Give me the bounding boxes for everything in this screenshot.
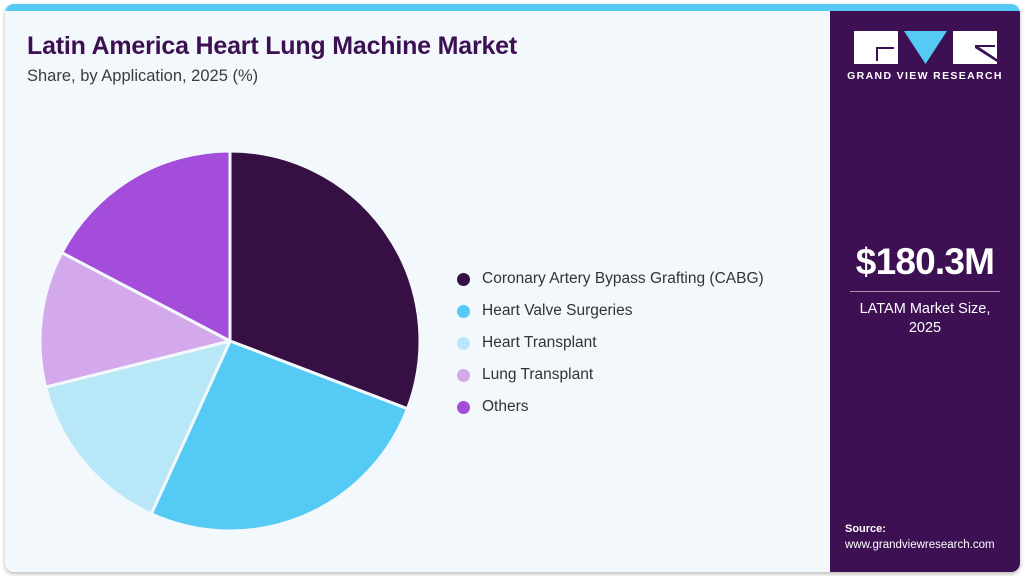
- legend-item-label: Heart Transplant: [482, 334, 597, 351]
- brand-panel: GRAND VIEW RESEARCH $180.3M LATAM Market…: [830, 11, 1020, 572]
- pie-slice[interactable]: [60, 149, 232, 343]
- legend-item[interactable]: Others: [457, 391, 817, 423]
- pie-slice[interactable]: [44, 339, 232, 516]
- legend-item-label: Coronary Artery Bypass Grafting (CABG): [482, 270, 764, 287]
- legend-swatch-icon: [457, 336, 470, 350]
- pie-slice[interactable]: [149, 339, 410, 533]
- chart-legend: Coronary Artery Bypass Grafting (CABG) He…: [457, 263, 817, 423]
- pie-slice[interactable]: [228, 149, 422, 411]
- legend-swatch-icon: [457, 400, 470, 414]
- page-subtitle: Share, by Application, 2025 (%): [27, 67, 259, 85]
- gvr-logo-icon: [853, 31, 997, 64]
- page-title: Latin America Heart Lung Machine Market: [27, 32, 518, 60]
- legend-item[interactable]: Heart Transplant: [457, 327, 817, 359]
- legend-swatch-icon: [457, 304, 470, 318]
- source-label: Source:: [845, 522, 886, 535]
- legend-item[interactable]: Heart Valve Surgeries: [457, 295, 817, 327]
- market-size-value: $180.3M: [855, 241, 995, 282]
- market-size-callout: $180.3M LATAM Market Size, 2025: [830, 241, 1020, 339]
- source-url[interactable]: www.grandviewresearch.com: [845, 539, 995, 552]
- legend-swatch-icon: [457, 272, 470, 286]
- source-block: Source: www.grandviewresearch.com: [845, 521, 1012, 554]
- legend-item[interactable]: Coronary Artery Bypass Grafting (CABG): [457, 263, 817, 295]
- legend-swatch-icon: [457, 368, 470, 382]
- pie-slice[interactable]: [38, 251, 232, 389]
- legend-item-label: Lung Transplant: [482, 366, 594, 383]
- brand-logo: GRAND VIEW RESEARCH: [830, 31, 1020, 82]
- legend-item-label: Others: [482, 398, 529, 415]
- legend-item-label: Heart Valve Surgeries: [482, 302, 633, 319]
- top-accent-bar: [5, 4, 1020, 11]
- pie-chart-svg: [38, 149, 422, 533]
- callout-divider: [850, 290, 1000, 292]
- chart-pane: Latin America Heart Lung Machine Market …: [5, 11, 830, 572]
- brand-wordmark: GRAND VIEW RESEARCH: [847, 70, 1003, 82]
- market-size-caption: LATAM Market Size, 2025: [859, 300, 991, 337]
- legend-item[interactable]: Lung Transplant: [457, 359, 817, 391]
- infographic-card: Latin America Heart Lung Machine Market …: [5, 4, 1020, 572]
- pie-chart: [35, 139, 430, 539]
